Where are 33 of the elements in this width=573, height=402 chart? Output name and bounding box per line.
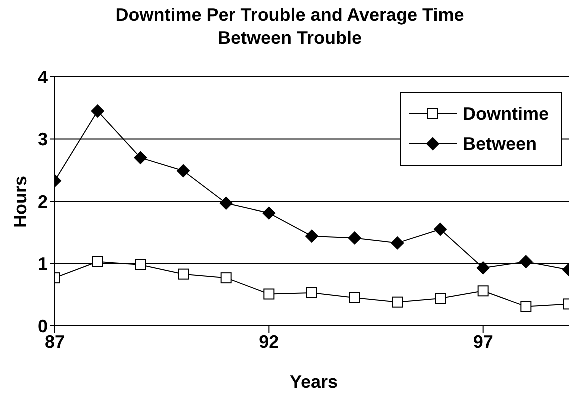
point xyxy=(476,262,490,275)
legend-label: Between xyxy=(462,134,538,154)
point xyxy=(348,232,362,245)
point xyxy=(306,230,318,243)
point xyxy=(520,301,532,312)
point xyxy=(262,206,276,220)
x-tick-label: 92 xyxy=(259,332,280,352)
point xyxy=(92,256,104,268)
point xyxy=(220,196,233,210)
point xyxy=(178,268,189,280)
legend-label: Downtime xyxy=(462,104,549,124)
point xyxy=(306,288,318,299)
point xyxy=(135,259,146,270)
point xyxy=(91,104,104,118)
point xyxy=(391,236,404,250)
y-tick-label: 2 xyxy=(38,192,48,212)
y-tick-label: 4 xyxy=(38,67,48,88)
point xyxy=(478,286,489,297)
chart-title: Downtime Per Trouble and Average Time Between Trouble xyxy=(114,4,466,50)
y-axis-title: Hours xyxy=(10,176,32,228)
point xyxy=(392,296,404,308)
y-tick-label: 1 xyxy=(38,254,48,274)
x-tick-label: 97 xyxy=(473,332,494,352)
point xyxy=(264,288,275,300)
point xyxy=(134,151,148,164)
x-axis-title: Years xyxy=(288,372,340,393)
point xyxy=(177,164,190,178)
point xyxy=(349,292,360,304)
point xyxy=(434,223,447,236)
point xyxy=(435,293,446,304)
point xyxy=(220,272,232,284)
point xyxy=(520,255,533,268)
y-tick-label: 3 xyxy=(38,130,48,150)
